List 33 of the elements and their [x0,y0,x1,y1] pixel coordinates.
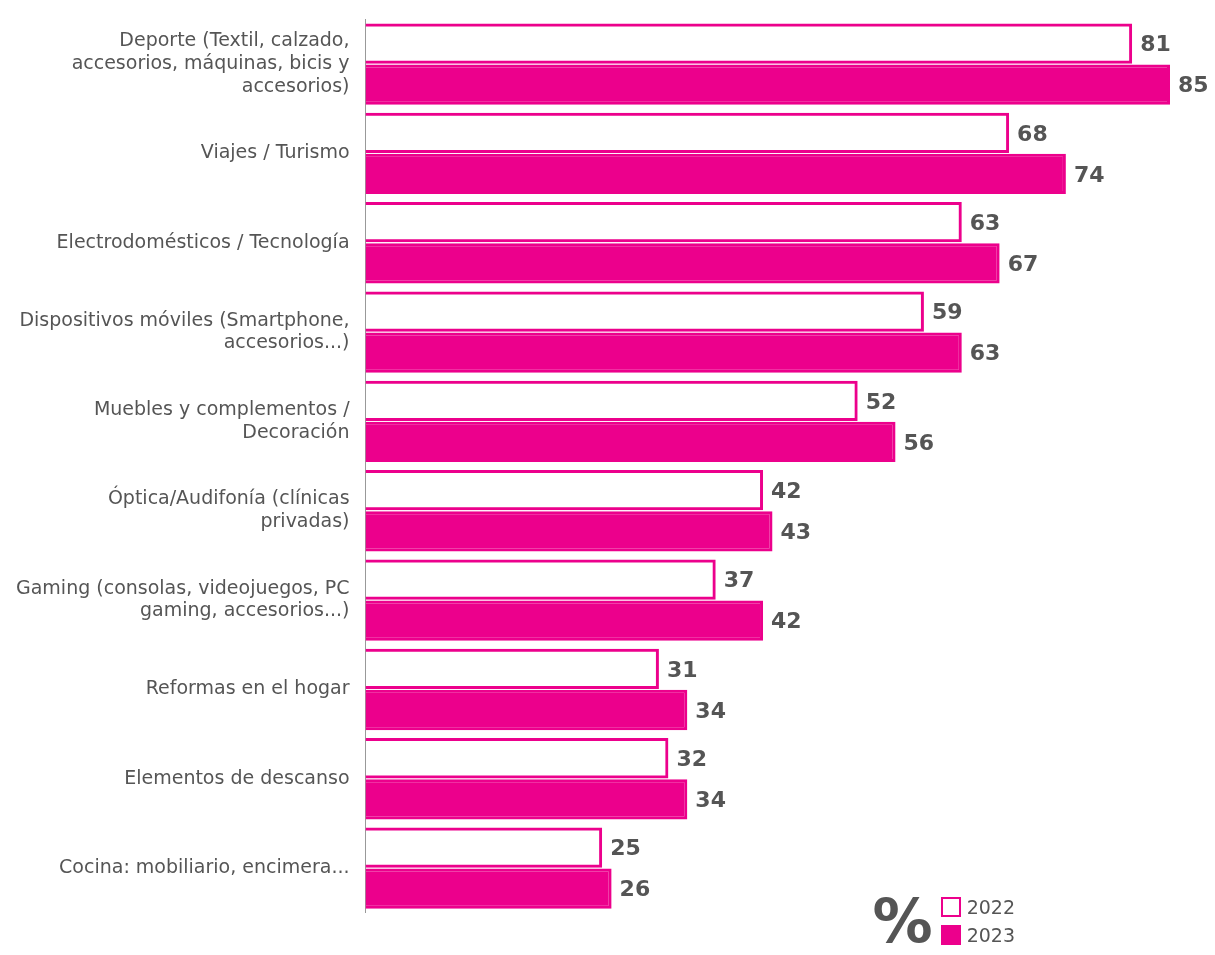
y-tick-label: Deporte (Textil, calzado, accesorios, máquinas, bicis y accesorios) [71,28,350,96]
y-tick-label: Viajes / Turismo [200,140,350,163]
y-tick-label: Reformas en el hogar [145,676,350,699]
legend-label: 2022 [966,896,1015,918]
data-label: 81 [1140,31,1171,57]
data-label: 31 [666,656,698,682]
data-label: 34 [695,697,726,723]
data-label: 52 [865,388,897,414]
data-label: 67 [1007,251,1039,277]
data-label: 34 [695,787,726,813]
data-label: 25 [610,835,641,861]
y-tick-label: Electrodomésticos / Tecnología [56,229,350,252]
data-label: 56 [903,429,935,455]
y-tick-label: Dispositivos móviles (Smartphone, accesorios...) [19,307,350,353]
legend-title: % [872,886,933,955]
data-label: 63 [969,340,1001,366]
y-tick-label: Elementos de descanso [124,765,350,788]
data-label: 68 [1017,120,1048,146]
data-label: 37 [723,567,755,593]
data-label: 42 [771,608,802,634]
data-label: 85 [1178,72,1209,98]
data-label: 43 [780,519,812,545]
y-tick-label: Óptica/Audifonía (clínicas privadas) [107,485,350,532]
data-label: 63 [969,209,1001,235]
data-label: 32 [676,745,708,771]
legend-label: 2023 [966,924,1015,946]
y-tick-label: Gaming (consolas, videojuegos, PC gaming, accesorios...) [15,575,350,621]
data-label: 74 [1073,161,1105,187]
y-tick-label: Cocina: mobiliario, encimera... [59,855,350,878]
data-label: 26 [619,876,651,902]
data-label: 59 [931,299,963,325]
y-tick-label: Muebles y complementos / Decoración [93,396,351,442]
data-label: 42 [771,477,802,503]
